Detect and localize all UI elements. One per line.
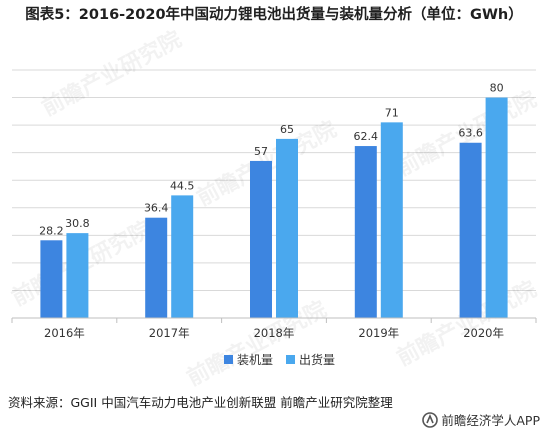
x-tick-label: 2019年 xyxy=(358,326,399,340)
x-tick-label: 2017年 xyxy=(149,326,190,340)
data-label: 63.6 xyxy=(458,127,483,140)
bar-installed-1 xyxy=(145,217,168,318)
brand-footer: 前瞻经济学人APP xyxy=(422,410,540,429)
data-label: 57 xyxy=(254,145,268,158)
data-label: 44.5 xyxy=(170,179,195,192)
bar-shipped-0 xyxy=(66,233,89,318)
watermark-text: 前瞻产业研究院 xyxy=(38,26,186,121)
legend: 装机量 出货量 xyxy=(224,352,335,367)
data-label: 80 xyxy=(490,82,504,95)
legend-swatch xyxy=(224,355,233,364)
x-axis: 2016年 2017年 2018年 2019年 2020年 xyxy=(11,317,537,340)
bar-installed-2 xyxy=(250,160,272,318)
bar-installed-0 xyxy=(40,240,63,318)
data-label: 30.8 xyxy=(65,217,90,230)
bars xyxy=(40,97,508,318)
x-tick-label: 2020年 xyxy=(463,326,504,340)
data-label: 71 xyxy=(385,106,399,119)
bar-shipped-3 xyxy=(380,122,403,318)
data-label: 62.4 xyxy=(354,130,379,143)
bar-installed-3 xyxy=(354,146,377,318)
data-label: 65 xyxy=(280,123,294,136)
brand-name: 前瞻经济学人APP xyxy=(441,413,540,428)
x-tick-label: 2016年 xyxy=(44,326,85,340)
x-tick-label: 2018年 xyxy=(254,326,295,340)
gridlines xyxy=(12,69,536,291)
bar-shipped-1 xyxy=(171,195,194,318)
bar-installed-4 xyxy=(459,142,482,318)
data-labels: 28.230.8 36.444.5 57 65 62.4 71 63.6 80 xyxy=(39,82,503,238)
bar-shipped-4 xyxy=(485,97,508,318)
bar-shipped-2 xyxy=(276,138,298,318)
source-note: 资料来源：GGII 中国汽车动力电池产业创新联盟 前瞻产业研究院整理 xyxy=(8,395,393,410)
data-label: 28.2 xyxy=(39,224,64,237)
legend-label: 出货量 xyxy=(299,352,335,367)
data-label: 36.4 xyxy=(144,202,169,215)
legend-label: 装机量 xyxy=(237,353,273,367)
chart-title: 图表5：2016-2020年中国动力锂电池出货量与装机量分析（单位：GWh） xyxy=(25,7,523,23)
legend-swatch xyxy=(286,355,295,364)
brand-logo-icon xyxy=(422,411,439,428)
